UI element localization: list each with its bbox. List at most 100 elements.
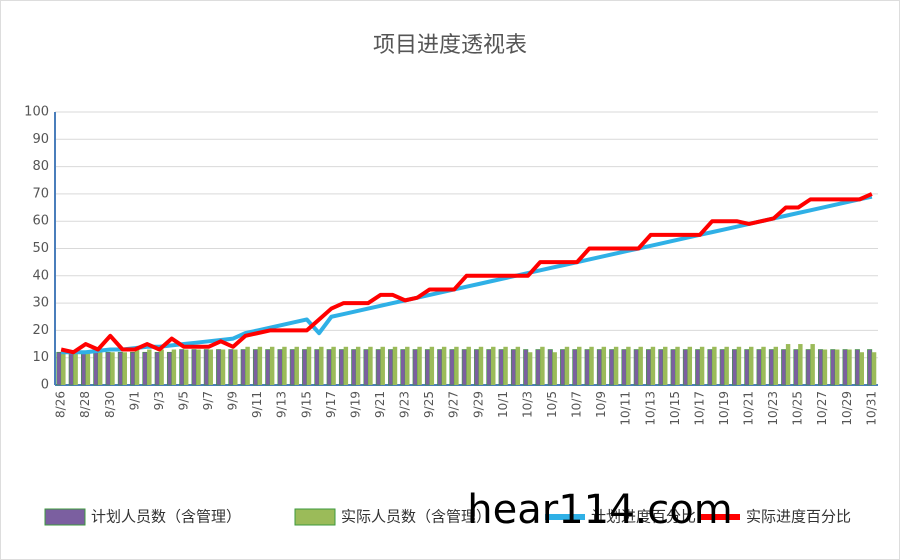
bar (768, 349, 774, 386)
bar (867, 349, 873, 386)
bar (338, 349, 344, 386)
bar (228, 349, 234, 386)
bar (331, 346, 336, 385)
bar (437, 349, 443, 386)
bar (498, 349, 504, 386)
bar (732, 349, 738, 386)
bar (363, 349, 369, 386)
y-tick-label: 30 (32, 296, 49, 311)
chart-title: 项目进度透视表 (373, 33, 527, 58)
bar (240, 349, 246, 386)
x-tick-label: 8/28 (78, 391, 92, 418)
bar (793, 349, 799, 386)
bar (314, 349, 320, 386)
x-tick-label: 9/15 (299, 391, 313, 418)
bar (695, 349, 701, 386)
x-tick-label: 8/26 (54, 391, 68, 418)
bar (97, 352, 103, 385)
bar (572, 349, 578, 386)
bar (744, 349, 750, 386)
x-tick-label: 10/29 (840, 391, 854, 426)
bar (486, 349, 492, 386)
x-tick-label: 10/27 (815, 391, 829, 426)
x-tick-label: 9/29 (471, 391, 485, 418)
bar (626, 346, 631, 385)
legend-label: 实际进度百分比 (746, 508, 851, 526)
bar (159, 349, 164, 385)
y-tick-label: 20 (32, 323, 49, 338)
y-tick-label: 50 (32, 241, 49, 256)
bar (682, 349, 688, 386)
bar (130, 351, 136, 386)
x-tick-label: 9/25 (422, 391, 436, 418)
bar (93, 351, 99, 386)
bar (510, 349, 516, 386)
bar (265, 349, 271, 386)
bar (449, 349, 455, 386)
bar (282, 346, 287, 385)
x-tick-label: 8/30 (103, 391, 117, 418)
bar (749, 346, 754, 385)
bar (609, 349, 615, 386)
bar (343, 346, 349, 385)
y-tick-label: 40 (32, 268, 49, 283)
bar (798, 344, 803, 385)
bar (658, 349, 664, 386)
bar (564, 346, 570, 385)
bar (220, 349, 226, 385)
bar (736, 346, 742, 385)
bar (454, 346, 459, 385)
bar (601, 346, 607, 385)
bar (540, 346, 545, 385)
bar (466, 346, 471, 385)
y-tick-label: 100 (24, 105, 49, 120)
bar (670, 349, 676, 386)
bar (277, 349, 283, 386)
bar (80, 351, 87, 386)
bar (854, 349, 860, 386)
bar (822, 349, 828, 385)
bar (429, 346, 435, 385)
bar (687, 346, 693, 385)
bar (392, 346, 398, 385)
bar (142, 351, 148, 386)
bar (122, 352, 127, 385)
bar (147, 349, 152, 385)
x-tick-label: 10/7 (570, 391, 584, 418)
y-tick-label: 70 (32, 186, 49, 201)
bar (781, 349, 787, 386)
x-tick-label: 9/1 (127, 391, 141, 410)
bar (412, 349, 418, 386)
bar (842, 349, 848, 386)
bar (289, 349, 295, 386)
bar (183, 349, 189, 385)
bar (355, 346, 361, 385)
legend-label: 计划人员数（含管理） (91, 508, 241, 526)
bar (166, 351, 172, 386)
bar (405, 346, 410, 385)
bar (461, 349, 467, 386)
bar (478, 346, 484, 385)
bar (871, 352, 877, 385)
bar (400, 349, 406, 386)
bar (847, 349, 852, 385)
bar (712, 346, 717, 385)
bar (56, 351, 62, 386)
bar (245, 346, 250, 385)
bar (515, 346, 521, 385)
x-tick-label: 10/13 (643, 391, 657, 426)
bar (663, 346, 668, 385)
x-tick-label: 9/9 (226, 391, 240, 410)
bar (719, 349, 725, 386)
x-tick-label: 10/19 (717, 391, 731, 426)
bar (859, 352, 864, 385)
bar (388, 349, 394, 386)
legend-swatch (294, 508, 336, 526)
x-tick-label: 10/23 (766, 391, 780, 426)
bar (810, 344, 815, 385)
bar (61, 352, 66, 385)
bar (535, 349, 541, 386)
legend-swatch (44, 508, 86, 526)
